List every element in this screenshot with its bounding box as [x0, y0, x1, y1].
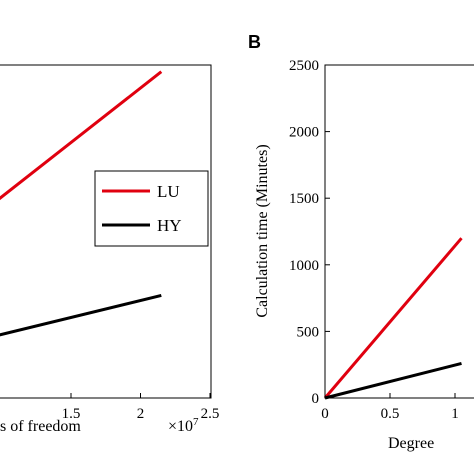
legend-box [94, 170, 209, 247]
panel-a-x-ticks: 1.5 2 2.5 [62, 393, 220, 422]
panel-b-y-axis-label: Calculation time (Minutes) [254, 144, 271, 317]
panel-a-x-multiplier-exp: 7 [193, 416, 199, 428]
panel-b-plot-frame [324, 64, 474, 399]
panel-b-y-tick-label: 2500 [289, 58, 319, 74]
panel-b-x-axis-label: Degree [388, 435, 434, 452]
panel-b-y-tick-label: 2000 [289, 125, 319, 141]
panel-a-x-tick-label: 2.5 [201, 406, 220, 422]
legend-label-lu: LU [157, 182, 180, 201]
panel-a-plot-frame [0, 64, 212, 399]
panel-b-x-ticks: 0 0.5 1 [321, 393, 459, 422]
panel-b-y-tick-label: 0 [312, 391, 320, 407]
panel-b-y-tick-label: 500 [297, 324, 320, 340]
panel-a-x-multiplier: ×107 [168, 416, 199, 435]
panel-b-y-tick-label: 1500 [289, 191, 319, 207]
legend: LU HY [94, 170, 209, 247]
panel-b-x-tick-label: 1 [451, 406, 459, 422]
legend-label-hy: HY [157, 216, 182, 235]
panel-a-series-lu-line [0, 70, 163, 201]
panel-a-x-tick-label: 1.5 [62, 406, 81, 422]
panel-a-series-hy-line [0, 293, 162, 337]
panel-b-series [323, 237, 463, 400]
panel-b-x-tick-label: 0 [321, 406, 329, 422]
panel-a-series [0, 70, 163, 337]
panel-b-y-ticks: 0 500 1000 1500 2000 2500 [289, 58, 330, 407]
panel-b-x-tick-label: 0.5 [381, 406, 400, 422]
panel-a-x-axis-label: s of freedom [0, 418, 81, 435]
panel-b-letter: B [248, 32, 261, 52]
panel-a-x-multiplier-base: ×10 [168, 418, 193, 435]
panel-a: 1.5 2 2.5 s of freedom ×107 LU HY [0, 64, 220, 435]
panel-b-series-hy-line [324, 361, 462, 400]
panel-b-series-lu-line [323, 237, 463, 399]
panel-a-x-tick-label: 2 [137, 406, 145, 422]
panel-b-y-tick-label: 1000 [289, 258, 319, 274]
